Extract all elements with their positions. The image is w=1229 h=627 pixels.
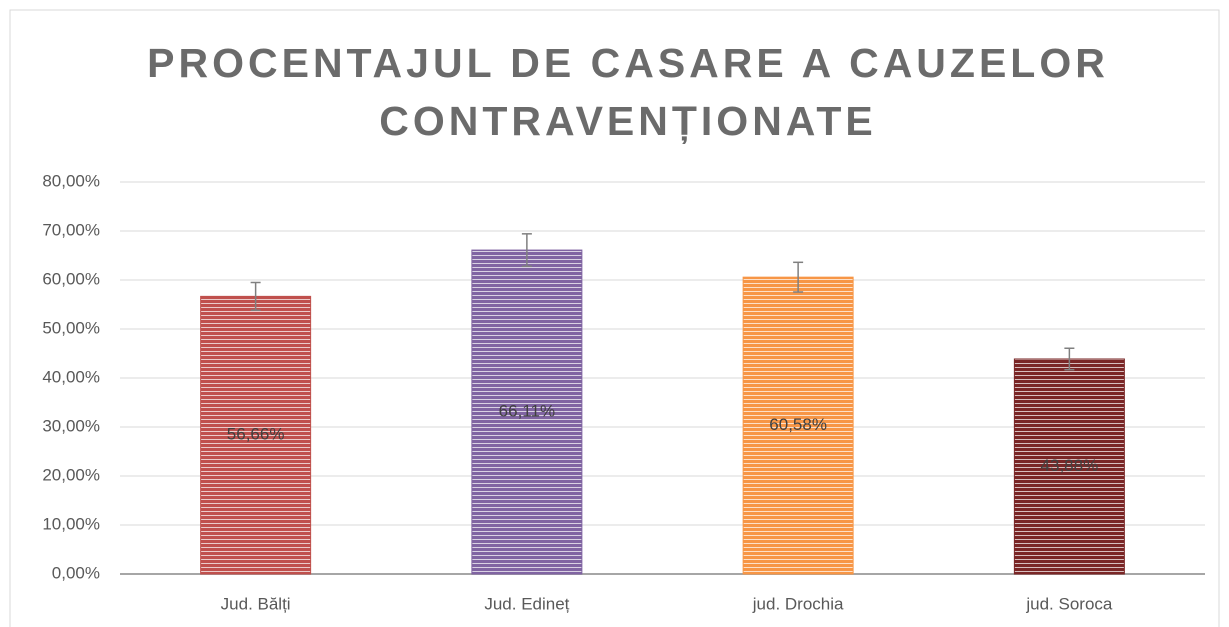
chart-title: CONTRAVENȚIONATE (379, 98, 877, 144)
data-label: 66,11% (499, 402, 555, 421)
y-tick-label: 30,00% (42, 416, 100, 435)
data-label: 43,88% (1041, 456, 1099, 475)
data-label: 56,66% (227, 425, 285, 444)
bar (1013, 358, 1125, 575)
y-tick-label: 70,00% (42, 220, 100, 239)
y-tick-label: 80,00% (42, 171, 100, 190)
data-label: 60,58% (769, 415, 827, 434)
x-tick-label: jud. Drochia (752, 594, 844, 613)
error-bar (793, 261, 804, 293)
bar (200, 295, 312, 575)
y-tick-label: 0,00% (52, 563, 100, 582)
y-tick-label: 20,00% (42, 465, 100, 484)
x-tick-label: jud. Soroca (1025, 594, 1113, 613)
error-bar (1064, 347, 1075, 371)
y-tick-label: 50,00% (42, 318, 100, 337)
bar (742, 276, 854, 575)
error-bar (521, 233, 532, 268)
y-tick-label: 40,00% (42, 367, 100, 386)
x-tick-label: Jud. Edineț (484, 594, 569, 613)
error-bar (250, 281, 261, 311)
bar (471, 249, 583, 575)
chart-frame (9, 9, 1220, 627)
y-tick-label: 60,00% (42, 269, 100, 288)
chart-title: PROCENTAJUL DE CASARE A CAUZELOR (147, 40, 1109, 86)
y-tick-label: 10,00% (42, 514, 100, 533)
x-tick-label: Jud. Bălți (221, 594, 291, 613)
